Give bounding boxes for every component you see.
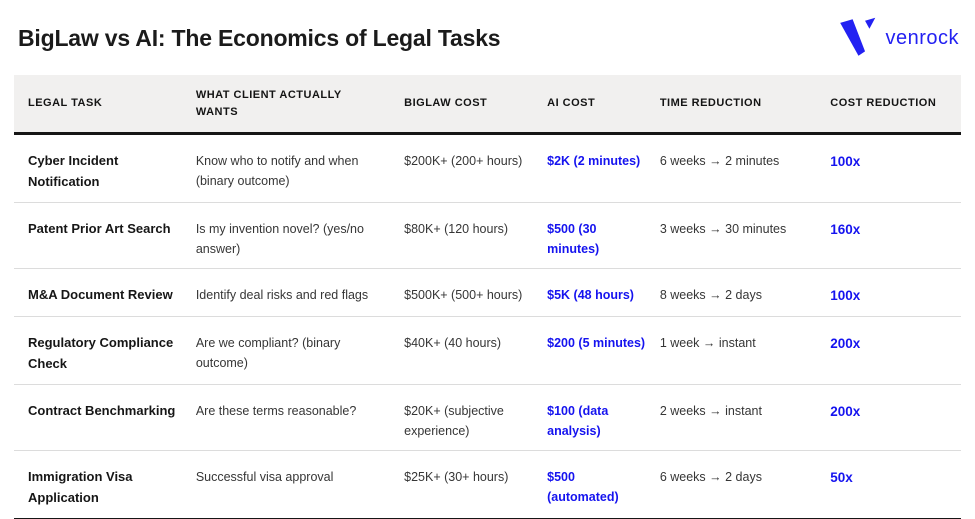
cell-time_reduction: 1 week → instant [659,316,831,385]
table-row: Regulatory Compliance Check Are we compli… [14,316,961,385]
cell-task: Immigration Visa Application [14,450,196,519]
cell-biglaw_cost: $500K+ (500+ hours) [404,268,548,317]
cell-cost_reduction: 50x [830,450,961,519]
cell-ai_cost: $200 (5 minutes) [547,316,660,385]
cell-ai_cost: $500 (30 minutes) [547,202,660,270]
column-header-label: AI COST [547,97,596,110]
cell-time_reduction: 6 weeks → 2 minutes [659,133,831,203]
cell-biglaw_cost: $200K+ (200+ hours) [404,133,548,203]
cell-ai_cost: $2K (2 minutes) [547,133,660,203]
cell-time_reduction: 6 weeks → 2 days [659,450,831,519]
column-header-label: TIME REDUCTION [659,97,762,110]
cell-time_reduction: 2 weeks → instant [659,384,831,452]
cell-cost_reduction: 100x [830,268,961,317]
cell-client_wants: Is my invention novel? (yes/no answer) [195,202,405,270]
top-bar: BigLaw vs AI: The Economics of Legal Tas… [14,0,961,75]
cell-biglaw_cost: $25K+ (30+ hours) [404,450,548,519]
cell-ai_cost: $100 (data analysis) [547,384,660,452]
table-row: Patent Prior Art Search Is my invention n… [14,202,961,270]
column-header-task: LEGAL TASK [14,75,196,134]
table-header-row: LEGAL TASK WHAT CLIENT ACTUALLY WANTS BIGL… [14,75,961,134]
column-header-label: BIGLAW COST [404,97,488,110]
cell-task: Regulatory Compliance Check [14,316,196,385]
cell-cost_reduction: 160x [830,202,961,270]
page-title: BigLaw vs AI: The Economics of Legal Tas… [18,25,501,51]
cell-task: M&A Document Review [14,268,196,317]
table-row: Immigration Visa Application Successful v… [14,450,961,519]
cell-biglaw_cost: $40K+ (40 hours) [404,316,548,385]
table-row: Cyber Incident Notification Know who to n… [14,133,961,203]
cell-client_wants: Identify deal risks and red flags [195,268,405,317]
table-row: Contract Benchmarking Are these terms rea… [14,384,961,452]
column-header-cost_reduction: COST REDUCTION [830,75,961,134]
table-header: LEGAL TASK WHAT CLIENT ACTUALLY WANTS BIGL… [14,75,961,134]
cell-task: Cyber Incident Notification [14,133,196,203]
column-header-biglaw_cost: BIGLAW COST [404,75,547,134]
cell-cost_reduction: 200x [830,384,961,452]
column-header-client_wants: WHAT CLIENT ACTUALLY WANTS [196,75,404,134]
cell-ai_cost: $5K (48 hours) [547,268,660,317]
cell-task: Contract Benchmarking [14,384,196,452]
cell-client_wants: Successful visa approval [195,450,405,519]
column-header-label: WHAT CLIENT ACTUALLY WANTS [195,89,342,118]
venrock-logo-text: venrock [885,26,959,49]
column-header-time_reduction: TIME REDUCTION [660,75,830,134]
column-header-label: LEGAL TASK [28,97,103,110]
venrock-logo: venrock [838,17,959,61]
column-header-ai_cost: AI COST [547,75,660,134]
cell-cost_reduction: 100x [830,133,961,203]
cell-cost_reduction: 200x [830,316,961,385]
cell-ai_cost: $500 (automated) [547,450,660,519]
cell-client_wants: Are we compliant? (binary outcome) [195,316,405,385]
table-row: M&A Document Review Identify deal risks a… [14,268,961,317]
cell-time_reduction: 8 weeks → 2 days [659,268,831,317]
economics-table: LEGAL TASK WHAT CLIENT ACTUALLY WANTS BIGL… [14,75,961,519]
cell-task: Patent Prior Art Search [14,202,196,270]
cell-client_wants: Are these terms reasonable? [195,384,405,452]
cell-biglaw_cost: $20K+ (subjective experience) [404,384,548,452]
venrock-v-icon [838,17,876,61]
cell-client_wants: Know who to notify and when (binary outc… [195,133,405,203]
column-header-label: COST REDUCTION [830,97,937,110]
cell-time_reduction: 3 weeks → 30 minutes [659,202,831,270]
table-body: Cyber Incident Notification Know who to n… [14,133,961,519]
cell-biglaw_cost: $80K+ (120 hours) [404,202,548,270]
